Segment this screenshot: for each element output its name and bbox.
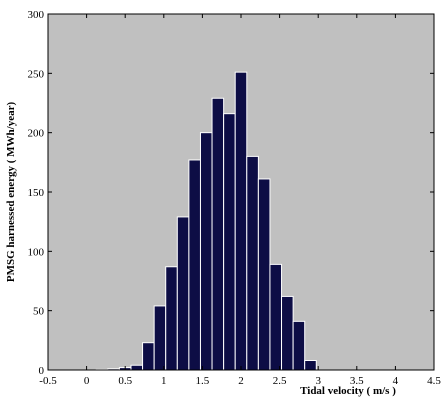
y-tick-label: 0: [39, 365, 45, 377]
bar: [188, 159, 201, 371]
x-tick-label: 0: [84, 375, 90, 387]
y-axis-label: PMSG harnessed energy ( MWh/year): [5, 102, 17, 283]
x-tick-label: 3: [315, 375, 321, 387]
x-tick-label: 2.5: [273, 375, 287, 387]
y-tick-label: 300: [28, 9, 45, 21]
bar: [234, 71, 248, 371]
bar: [269, 263, 283, 371]
x-tick-label: 1: [161, 375, 167, 387]
bar: [292, 320, 306, 371]
bars-group: [95, 71, 317, 371]
x-tick-label: 0.5: [118, 375, 132, 387]
y-tick-label: 100: [28, 246, 45, 258]
bar: [257, 178, 271, 371]
y-tick-label: 200: [28, 128, 45, 140]
bar: [142, 342, 155, 371]
y-tick-label: 150: [28, 187, 45, 199]
x-tick-label: 1.5: [196, 375, 210, 387]
y-tick-label: 50: [33, 306, 45, 318]
bar: [153, 305, 167, 371]
x-axis-label: Tidal velocity ( m/s ): [300, 385, 396, 397]
bar: [246, 155, 259, 371]
bar: [199, 132, 213, 371]
bar: [176, 216, 190, 371]
bar: [304, 360, 317, 371]
x-tick-label: -0.5: [39, 375, 57, 387]
x-tick-label: 2: [238, 375, 244, 387]
x-tick-label: 4.5: [427, 375, 441, 387]
bar: [165, 266, 178, 371]
bar: [130, 364, 144, 371]
bar: [223, 113, 236, 371]
bar: [281, 295, 294, 371]
bar: [211, 97, 225, 371]
y-tick-label: 250: [28, 68, 45, 80]
axes-group: -0.5 0 0.5 1 1.5 2 2.5 3 3.5 4 4.50501001502002503…: [28, 9, 442, 387]
x-tick-label: 4: [393, 375, 399, 387]
x-tick-label: 3.5: [350, 375, 364, 387]
